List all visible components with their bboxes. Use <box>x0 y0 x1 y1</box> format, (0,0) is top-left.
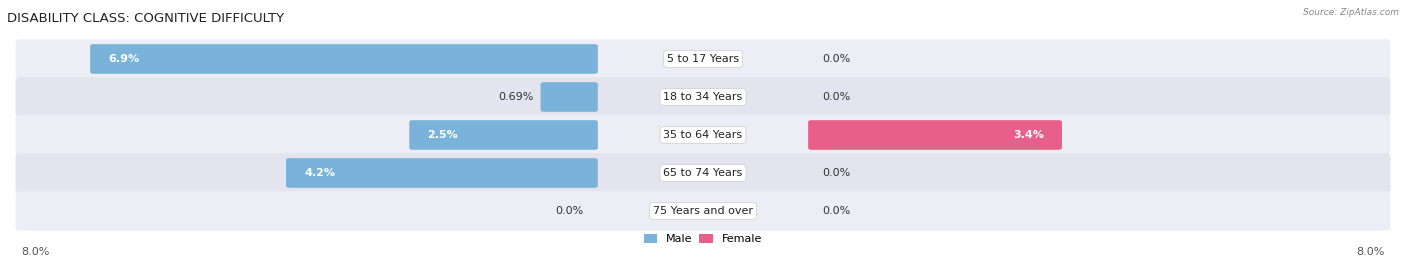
Text: 6.9%: 6.9% <box>108 54 139 64</box>
Text: 2.5%: 2.5% <box>427 130 458 140</box>
Text: 5 to 17 Years: 5 to 17 Years <box>666 54 740 64</box>
Text: 0.0%: 0.0% <box>823 54 851 64</box>
Text: 0.0%: 0.0% <box>823 206 851 216</box>
FancyBboxPatch shape <box>540 82 598 112</box>
Text: 18 to 34 Years: 18 to 34 Years <box>664 92 742 102</box>
Text: Source: ZipAtlas.com: Source: ZipAtlas.com <box>1303 8 1399 17</box>
FancyBboxPatch shape <box>808 120 1062 150</box>
Text: 4.2%: 4.2% <box>304 168 335 178</box>
Text: DISABILITY CLASS: COGNITIVE DIFFICULTY: DISABILITY CLASS: COGNITIVE DIFFICULTY <box>7 12 284 25</box>
FancyBboxPatch shape <box>285 158 598 188</box>
Text: 0.0%: 0.0% <box>823 92 851 102</box>
FancyBboxPatch shape <box>15 191 1391 231</box>
Text: 8.0%: 8.0% <box>21 247 49 257</box>
FancyBboxPatch shape <box>409 120 598 150</box>
Text: 0.0%: 0.0% <box>823 168 851 178</box>
Text: 0.0%: 0.0% <box>555 206 583 216</box>
FancyBboxPatch shape <box>15 115 1391 155</box>
Text: 35 to 64 Years: 35 to 64 Years <box>664 130 742 140</box>
FancyBboxPatch shape <box>15 39 1391 79</box>
FancyBboxPatch shape <box>15 153 1391 193</box>
FancyBboxPatch shape <box>90 44 598 74</box>
Legend: Male, Female: Male, Female <box>640 229 766 248</box>
FancyBboxPatch shape <box>15 77 1391 117</box>
Text: 8.0%: 8.0% <box>1357 247 1385 257</box>
Text: 0.69%: 0.69% <box>498 92 533 102</box>
Text: 65 to 74 Years: 65 to 74 Years <box>664 168 742 178</box>
Text: 75 Years and over: 75 Years and over <box>652 206 754 216</box>
Text: 3.4%: 3.4% <box>1012 130 1043 140</box>
